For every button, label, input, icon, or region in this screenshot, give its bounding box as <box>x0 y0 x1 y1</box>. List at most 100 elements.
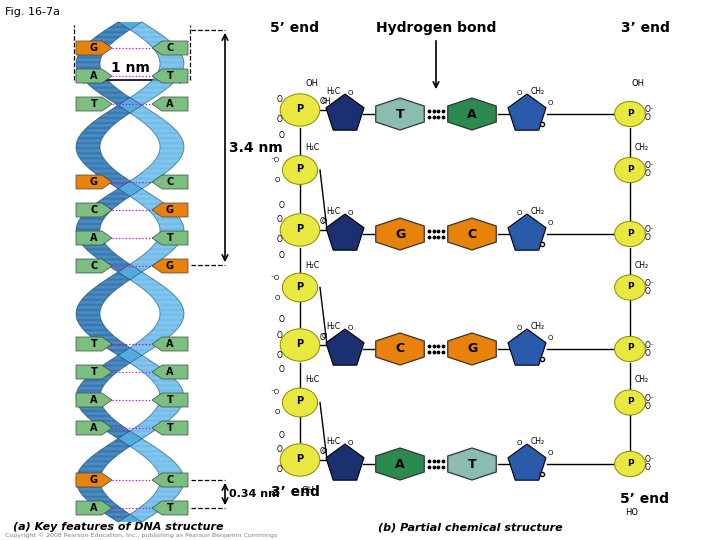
Polygon shape <box>76 397 100 399</box>
Polygon shape <box>112 442 137 443</box>
Polygon shape <box>78 239 103 240</box>
Polygon shape <box>86 83 112 84</box>
Polygon shape <box>85 45 109 46</box>
Polygon shape <box>101 366 126 367</box>
Polygon shape <box>76 475 101 476</box>
Text: C: C <box>166 475 174 485</box>
Polygon shape <box>101 344 126 345</box>
Polygon shape <box>94 120 120 122</box>
Polygon shape <box>153 78 178 79</box>
Polygon shape <box>156 325 180 326</box>
Polygon shape <box>160 400 184 401</box>
Polygon shape <box>102 178 127 179</box>
Polygon shape <box>102 345 127 346</box>
Polygon shape <box>99 509 124 510</box>
Polygon shape <box>114 107 139 108</box>
Polygon shape <box>152 79 176 80</box>
Polygon shape <box>83 162 107 163</box>
Polygon shape <box>121 519 146 521</box>
Text: T: T <box>91 367 97 377</box>
Polygon shape <box>160 150 184 151</box>
Polygon shape <box>92 88 117 89</box>
Polygon shape <box>160 399 184 400</box>
Polygon shape <box>119 104 145 105</box>
Polygon shape <box>155 326 180 327</box>
Polygon shape <box>116 187 141 188</box>
Polygon shape <box>76 62 100 63</box>
Polygon shape <box>104 96 129 97</box>
Polygon shape <box>80 158 104 159</box>
Polygon shape <box>159 67 184 68</box>
Polygon shape <box>92 338 117 339</box>
Polygon shape <box>129 195 154 197</box>
Text: O: O <box>517 440 522 446</box>
Polygon shape <box>156 136 181 137</box>
Polygon shape <box>106 195 131 197</box>
Polygon shape <box>89 41 114 42</box>
Polygon shape <box>158 306 183 307</box>
Polygon shape <box>138 175 163 176</box>
Text: A: A <box>166 367 174 377</box>
Polygon shape <box>76 365 112 379</box>
Text: O: O <box>274 177 280 183</box>
Polygon shape <box>139 202 163 203</box>
Polygon shape <box>133 94 158 96</box>
Polygon shape <box>110 110 135 111</box>
Polygon shape <box>107 348 132 349</box>
Polygon shape <box>131 447 156 448</box>
Polygon shape <box>152 473 188 487</box>
Polygon shape <box>99 426 124 427</box>
Polygon shape <box>149 82 174 83</box>
Text: O: O <box>322 448 328 454</box>
Polygon shape <box>89 85 114 86</box>
Polygon shape <box>116 356 141 357</box>
Text: P: P <box>297 396 304 407</box>
Polygon shape <box>88 251 113 252</box>
Polygon shape <box>160 397 184 399</box>
Polygon shape <box>156 492 180 493</box>
Polygon shape <box>79 75 104 76</box>
Polygon shape <box>508 329 546 365</box>
Polygon shape <box>107 29 132 30</box>
Polygon shape <box>158 156 182 157</box>
Text: T: T <box>166 395 174 405</box>
Polygon shape <box>158 139 182 140</box>
Polygon shape <box>156 158 181 159</box>
Polygon shape <box>97 201 122 202</box>
Polygon shape <box>98 92 123 93</box>
Polygon shape <box>125 183 150 184</box>
Polygon shape <box>158 138 182 139</box>
Polygon shape <box>159 234 184 235</box>
Polygon shape <box>93 171 117 172</box>
Text: O: O <box>279 200 285 210</box>
Polygon shape <box>84 379 109 380</box>
Polygon shape <box>95 370 120 371</box>
Polygon shape <box>140 120 166 122</box>
Polygon shape <box>152 47 177 48</box>
Polygon shape <box>92 504 117 505</box>
Polygon shape <box>114 191 139 192</box>
Polygon shape <box>122 357 147 359</box>
Polygon shape <box>80 241 104 242</box>
Polygon shape <box>152 259 188 273</box>
Polygon shape <box>80 468 104 469</box>
Polygon shape <box>99 93 125 94</box>
Polygon shape <box>143 254 168 255</box>
Text: C: C <box>166 43 174 53</box>
Polygon shape <box>78 71 102 72</box>
Text: CH₂: CH₂ <box>635 375 649 384</box>
Text: 3’ end: 3’ end <box>621 21 670 35</box>
Polygon shape <box>142 205 167 206</box>
Text: P: P <box>297 339 304 349</box>
Polygon shape <box>91 39 116 40</box>
Polygon shape <box>108 444 133 445</box>
Polygon shape <box>130 430 156 431</box>
Polygon shape <box>134 282 159 284</box>
Polygon shape <box>138 118 163 119</box>
Polygon shape <box>376 218 424 250</box>
Polygon shape <box>84 330 109 331</box>
Polygon shape <box>79 74 104 75</box>
Polygon shape <box>120 23 145 24</box>
Polygon shape <box>149 249 174 250</box>
Polygon shape <box>79 219 104 220</box>
